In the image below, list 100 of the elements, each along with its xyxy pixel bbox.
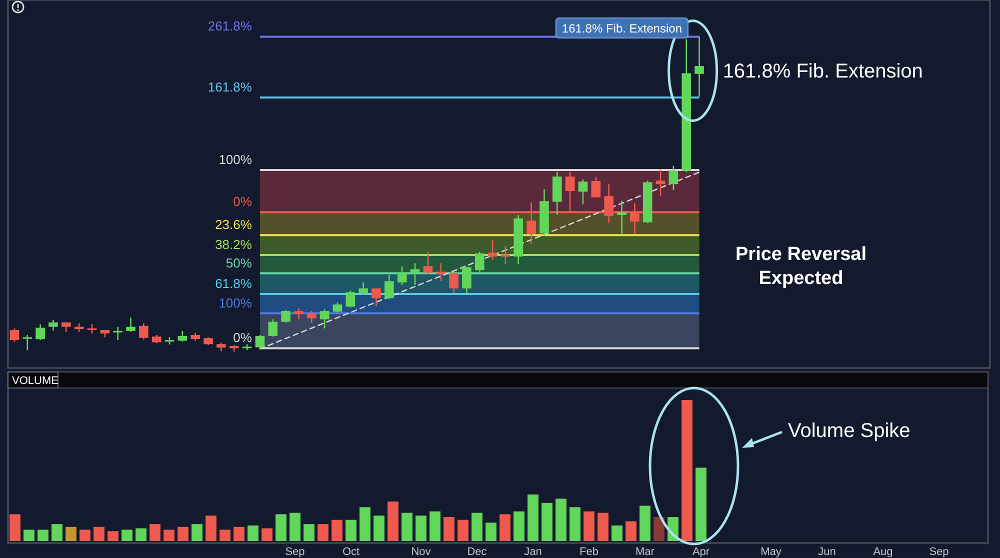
candlestick [358,282,368,296]
bar [612,525,622,541]
bar [164,530,174,541]
text: 261.8% [208,18,252,34]
x-tick-label: Jun [818,546,836,558]
candlestick [372,288,381,307]
bar [654,517,664,541]
bar [38,530,48,541]
x-tick-label: Mar [636,546,655,558]
annotation: 100% [218,295,252,310]
bar [52,524,62,541]
x-tick-label: Jan [524,546,542,558]
bar [122,530,132,541]
bar [290,512,300,541]
annotation: 23.6% [215,217,252,232]
bar [136,528,146,541]
annotation: 38.2% [215,236,252,252]
x-tick-label: Nov [411,546,432,558]
candlestick [48,319,58,332]
annotation: 61.8% [215,276,252,292]
candlestick [268,318,278,338]
candlestick [578,178,588,205]
x-tick-label: Sep [929,546,949,558]
bar [500,514,510,541]
candlestick [255,334,265,350]
x-tick-label: Aug [873,546,893,558]
bar [262,528,272,541]
candlestick [436,262,446,282]
bar [584,511,594,541]
bar [150,524,160,541]
bar [304,524,314,541]
candlestick [294,308,304,320]
annotation: 161.8% Fib. Extension [722,60,923,83]
x-tick-label: Apr [692,546,710,558]
bar [24,530,34,541]
candlestick [449,272,458,294]
bar [234,526,244,541]
candlestick [384,274,394,300]
bar [374,516,384,541]
candlestick [126,317,136,333]
bar [66,526,76,541]
bar [80,530,90,541]
x-tick-label: Feb [580,546,598,558]
bar [402,512,412,541]
candlestick [474,251,484,272]
bar [598,512,608,541]
x-tick-label: Dec [467,546,488,558]
annotation: 0% [233,194,252,210]
candlestick [281,309,290,324]
candlestick [139,322,148,340]
candlestick [462,266,472,294]
bar [626,521,636,541]
candlestick [668,165,678,191]
bar [206,516,216,541]
bar [528,494,538,541]
bar [220,530,230,541]
x-tick-label: Sep [285,546,305,558]
bar [514,511,524,541]
annotation: Price Reversal Expected [736,244,866,289]
bar [486,522,496,541]
bar [472,512,482,541]
annotation: 100% [218,152,252,167]
bar [94,526,104,541]
bar [430,511,440,541]
candlestick [410,262,420,286]
candlestick [22,334,32,351]
bar [682,400,692,541]
candlestick [694,36,704,98]
candlestick [306,310,316,324]
candlestick [591,176,601,198]
candlestick [656,168,666,196]
candlestick [178,330,188,342]
annotation: 0% [233,330,252,346]
annotation: Volume Spike [788,420,910,442]
bar [444,517,454,541]
candlestick [87,323,97,334]
candlestick [10,328,20,342]
bar [332,520,342,541]
candlestick [423,251,433,275]
candlestick [113,326,122,341]
bar [10,514,20,541]
bar [640,506,650,541]
bar [696,468,706,541]
bar [108,531,118,541]
chart-title: VOLUME [12,375,58,387]
candlestick [346,290,356,308]
bar [416,516,426,541]
bar [346,520,356,541]
candlestick [36,324,45,341]
text: 161.8% Fib. Extension [562,22,682,36]
bar [360,507,370,541]
x-tick-label: Oct [342,546,360,558]
bar [192,524,202,541]
candlestick [332,302,342,313]
bar [556,498,566,541]
candlestick [617,200,626,235]
annotation: 161.8% [208,79,252,94]
bar [458,520,468,541]
bar [178,526,188,541]
bar [542,502,552,541]
